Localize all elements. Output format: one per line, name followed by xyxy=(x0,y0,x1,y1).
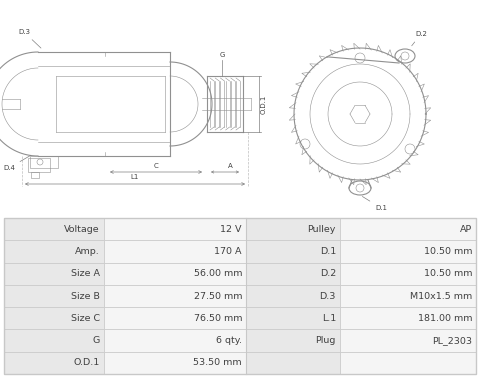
Text: O.D.1: O.D.1 xyxy=(74,358,100,367)
Text: Size A: Size A xyxy=(71,269,100,278)
Text: 181.00 mm: 181.00 mm xyxy=(418,314,472,323)
Text: C: C xyxy=(154,163,158,169)
Text: 12 V: 12 V xyxy=(220,224,242,233)
Text: Amp.: Amp. xyxy=(75,247,100,256)
Text: 6 qty.: 6 qty. xyxy=(216,336,242,345)
Text: Size C: Size C xyxy=(71,314,100,323)
Bar xyxy=(30,156,58,168)
Text: 10.50 mm: 10.50 mm xyxy=(423,269,472,278)
Text: Voltage: Voltage xyxy=(64,224,100,233)
Text: Pulley: Pulley xyxy=(308,224,336,233)
Text: Plug: Plug xyxy=(316,336,336,345)
Text: M10x1.5 mm: M10x1.5 mm xyxy=(410,291,472,300)
Text: D.3: D.3 xyxy=(18,29,41,48)
Text: D.2: D.2 xyxy=(320,269,336,278)
Text: 10.50 mm: 10.50 mm xyxy=(423,247,472,256)
Text: L.1: L.1 xyxy=(322,314,336,323)
Text: 170 A: 170 A xyxy=(215,247,242,256)
Text: L1: L1 xyxy=(131,174,139,180)
Text: 27.50 mm: 27.50 mm xyxy=(193,291,242,300)
Text: D.4: D.4 xyxy=(3,155,31,171)
Text: D.3: D.3 xyxy=(320,291,336,300)
Bar xyxy=(31,172,39,178)
Text: 56.00 mm: 56.00 mm xyxy=(193,269,242,278)
Text: D.1: D.1 xyxy=(362,197,387,211)
Text: PL_2303: PL_2303 xyxy=(432,336,472,345)
Bar xyxy=(28,158,50,172)
Text: O.D.1: O.D.1 xyxy=(261,94,267,114)
Text: Size B: Size B xyxy=(71,291,100,300)
Text: G: G xyxy=(219,52,225,58)
Text: 53.50 mm: 53.50 mm xyxy=(193,358,242,367)
Text: A: A xyxy=(228,163,232,169)
Text: AP: AP xyxy=(460,224,472,233)
Text: 76.50 mm: 76.50 mm xyxy=(193,314,242,323)
Text: D.1: D.1 xyxy=(320,247,336,256)
Text: G: G xyxy=(93,336,100,345)
Text: D.2: D.2 xyxy=(412,31,427,46)
